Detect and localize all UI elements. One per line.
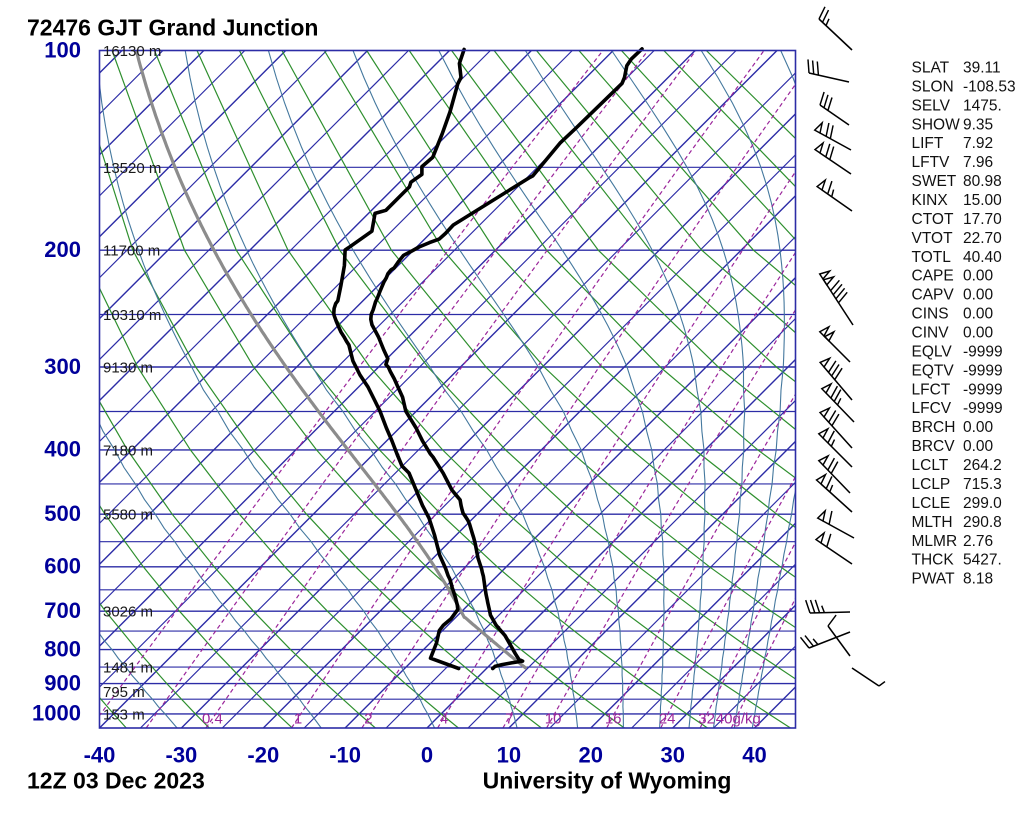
svg-text:9.35: 9.35 [963, 116, 993, 133]
svg-text:-9999: -9999 [963, 362, 1003, 379]
svg-text:10310 m: 10310 m [103, 307, 161, 324]
svg-text:BRCH: BRCH [912, 419, 956, 436]
svg-text:0.00: 0.00 [963, 268, 994, 285]
svg-text:LCLP: LCLP [912, 476, 951, 493]
svg-text:PWAT: PWAT [912, 571, 956, 588]
svg-text:7.96: 7.96 [963, 154, 993, 171]
svg-text:715.3: 715.3 [963, 476, 1002, 493]
svg-text:-20: -20 [247, 743, 279, 768]
svg-text:17.70: 17.70 [963, 211, 1002, 228]
svg-text:SHOW: SHOW [912, 116, 961, 133]
svg-text:4: 4 [440, 711, 448, 728]
svg-text:15.00: 15.00 [963, 192, 1002, 209]
svg-text:CAPV: CAPV [912, 287, 955, 304]
svg-text:2.76: 2.76 [963, 533, 993, 550]
svg-text:9130 m: 9130 m [103, 360, 153, 377]
svg-text:299.0: 299.0 [963, 495, 1002, 512]
svg-text:LFCT: LFCT [912, 381, 951, 398]
svg-text:7180 m: 7180 m [103, 442, 153, 459]
svg-text:LFTV: LFTV [912, 154, 951, 171]
svg-text:SELV: SELV [912, 97, 951, 114]
svg-text:8.18: 8.18 [963, 571, 993, 588]
svg-text:400: 400 [44, 437, 81, 462]
svg-text:MLMR: MLMR [912, 533, 958, 550]
svg-text:-10: -10 [329, 743, 361, 768]
svg-text:795 m: 795 m [103, 684, 145, 701]
svg-text:0: 0 [421, 743, 433, 768]
svg-text:40: 40 [742, 743, 766, 768]
svg-text:CINS: CINS [912, 306, 949, 323]
svg-text:13520 m: 13520 m [103, 160, 161, 177]
svg-text:1481 m: 1481 m [103, 660, 153, 677]
svg-text:800: 800 [44, 636, 81, 661]
svg-text:-9999: -9999 [963, 381, 1003, 398]
svg-text:BRCV: BRCV [912, 438, 956, 455]
svg-text:MLTH: MLTH [912, 514, 953, 531]
svg-text:5427.: 5427. [963, 552, 1002, 569]
svg-text:30: 30 [660, 743, 684, 768]
svg-text:32: 32 [698, 711, 715, 728]
svg-text:EQLV: EQLV [912, 343, 953, 360]
svg-text:-108.53: -108.53 [963, 78, 1016, 95]
svg-text:500: 500 [44, 501, 81, 526]
svg-text:-9999: -9999 [963, 400, 1003, 417]
svg-text:0.00: 0.00 [963, 419, 994, 436]
svg-text:CTOT: CTOT [912, 211, 954, 228]
svg-text:CINV: CINV [912, 325, 950, 342]
svg-text:200: 200 [44, 237, 81, 262]
svg-text:-40: -40 [84, 743, 116, 768]
svg-text:10: 10 [497, 743, 521, 768]
svg-text:KINX: KINX [912, 192, 949, 209]
svg-text:1475.: 1475. [963, 97, 1002, 114]
svg-text:100: 100 [44, 37, 81, 62]
svg-text:22.70: 22.70 [963, 230, 1002, 247]
svg-text:7.92: 7.92 [963, 135, 993, 152]
svg-text:0.00: 0.00 [963, 438, 994, 455]
svg-text:-9999: -9999 [963, 343, 1003, 360]
svg-text:600: 600 [44, 554, 81, 579]
svg-text:3026 m: 3026 m [103, 604, 153, 621]
svg-text:16130 m: 16130 m [103, 43, 161, 60]
svg-text:1000: 1000 [32, 701, 81, 726]
svg-text:LCLE: LCLE [912, 495, 951, 512]
svg-text:0.00: 0.00 [963, 306, 994, 323]
svg-text:20: 20 [579, 743, 603, 768]
svg-text:LIFT: LIFT [912, 135, 944, 152]
svg-text:80.98: 80.98 [963, 173, 1002, 190]
svg-text:11700 m: 11700 m [103, 243, 160, 260]
svg-text:-30: -30 [166, 743, 198, 768]
svg-text:900: 900 [44, 670, 81, 695]
svg-text:0.00: 0.00 [963, 325, 994, 342]
svg-text:72476 GJT Grand Junction: 72476 GJT Grand Junction [27, 15, 318, 41]
svg-text:EQTV: EQTV [912, 362, 955, 379]
svg-text:LCLT: LCLT [912, 457, 949, 474]
svg-text:153 m: 153 m [103, 706, 145, 723]
svg-text:CAPE: CAPE [912, 268, 954, 285]
svg-text:VTOT: VTOT [912, 230, 954, 247]
svg-text:TOTL: TOTL [912, 249, 952, 266]
svg-text:SLON: SLON [912, 78, 954, 95]
svg-text:SLAT: SLAT [912, 60, 950, 77]
svg-text:16: 16 [605, 711, 622, 728]
svg-text:THCK: THCK [912, 552, 955, 569]
svg-text:2: 2 [364, 711, 372, 728]
svg-text:0.00: 0.00 [963, 287, 994, 304]
svg-text:LFCV: LFCV [912, 400, 952, 417]
svg-text:290.8: 290.8 [963, 514, 1002, 531]
svg-text:300: 300 [44, 354, 81, 379]
svg-text:12Z 03 Dec 2023: 12Z 03 Dec 2023 [27, 768, 205, 794]
svg-text:7: 7 [505, 711, 513, 728]
svg-text:700: 700 [44, 598, 81, 623]
svg-text:0.4: 0.4 [202, 711, 223, 728]
svg-text:40.40: 40.40 [963, 249, 1002, 266]
svg-text:SWET: SWET [912, 173, 957, 190]
svg-text:10: 10 [545, 711, 562, 728]
svg-text:39.11: 39.11 [963, 60, 1001, 77]
svg-text:University of Wyoming: University of Wyoming [483, 768, 732, 794]
svg-text:264.2: 264.2 [963, 457, 1002, 474]
svg-text:5580 m: 5580 m [103, 507, 153, 524]
svg-text:1: 1 [294, 711, 302, 728]
svg-text:24: 24 [659, 711, 676, 728]
svg-text:40g/kg: 40g/kg [716, 711, 761, 728]
